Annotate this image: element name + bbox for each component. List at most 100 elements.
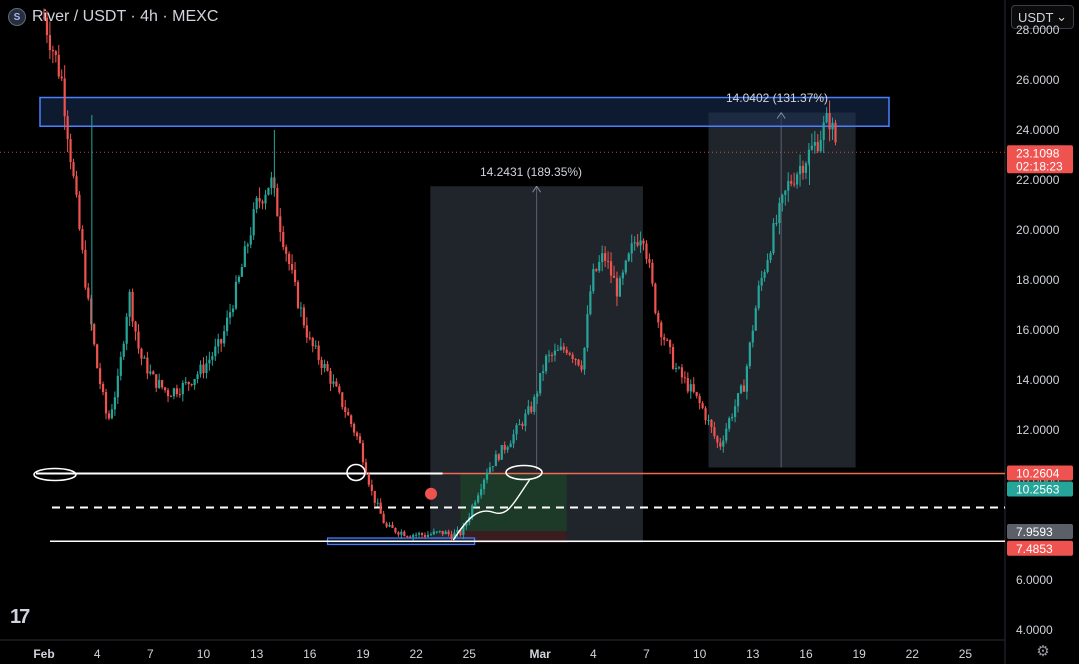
price-axis-label xyxy=(1007,465,1073,481)
candle-body xyxy=(48,35,52,50)
candle-body xyxy=(725,428,728,441)
candle-body xyxy=(819,139,822,152)
candle-body xyxy=(341,392,344,408)
candle-body xyxy=(288,253,291,265)
candle-body xyxy=(78,194,81,230)
candle-body xyxy=(736,393,740,407)
candle-body xyxy=(701,403,704,409)
candle-body xyxy=(521,423,524,426)
candle-body xyxy=(751,330,754,343)
hand-drawn-circle xyxy=(346,463,366,482)
candle-body xyxy=(491,466,495,468)
candle-body xyxy=(586,314,589,348)
candle-body xyxy=(382,513,385,524)
candle-body xyxy=(122,343,125,357)
candle-body xyxy=(196,374,199,380)
candle-body xyxy=(692,384,695,393)
hand-drawn-path xyxy=(452,479,531,541)
candle-body xyxy=(769,253,772,261)
x-axis-tick-label: 10 xyxy=(197,647,211,661)
candle-body xyxy=(285,247,288,254)
settings-gear-icon[interactable]: ⚙ xyxy=(1036,643,1050,660)
candle-body xyxy=(624,260,627,273)
candle-body xyxy=(379,502,382,514)
candle-body xyxy=(255,198,258,210)
candle-body xyxy=(660,322,663,338)
candle-body xyxy=(745,366,748,392)
candle-body xyxy=(544,355,548,372)
candle-body xyxy=(509,443,512,448)
candle-body xyxy=(367,473,370,485)
candle-body xyxy=(533,396,536,412)
candle-body xyxy=(704,408,707,421)
candle-body xyxy=(131,291,134,322)
y-axis-tick-label: 16.0000 xyxy=(1016,323,1060,337)
candle-body xyxy=(388,524,391,527)
candle-body xyxy=(680,367,684,378)
candle-body xyxy=(462,526,465,536)
candle-body xyxy=(606,260,610,262)
candle-body xyxy=(742,385,746,392)
candle-body xyxy=(175,388,178,395)
candle-body xyxy=(146,357,149,374)
candle-body xyxy=(152,371,155,375)
candle-body xyxy=(261,201,264,204)
candle-body xyxy=(400,531,403,535)
candle-body xyxy=(205,363,208,374)
candle-body xyxy=(828,113,831,130)
candle-body xyxy=(420,533,424,536)
candle-body xyxy=(671,347,675,369)
candle-body xyxy=(739,385,743,394)
candle-body xyxy=(710,419,713,428)
candle-body xyxy=(497,454,500,460)
candle-body xyxy=(93,324,96,345)
candle-body xyxy=(657,312,660,323)
price-axis-label-text: 23.1098 xyxy=(1016,146,1060,160)
candle-body xyxy=(149,371,152,374)
price-axis-label-text: 7.9593 xyxy=(1016,525,1053,539)
candle-body xyxy=(237,276,241,282)
candle-body xyxy=(636,242,639,246)
candle-body xyxy=(733,406,737,417)
x-axis-tick-label: 22 xyxy=(409,647,423,661)
y-axis-tick-label: 18.0000 xyxy=(1016,273,1060,287)
candle-body xyxy=(290,264,294,270)
candle-body xyxy=(453,532,456,539)
candle-body xyxy=(763,271,766,278)
candle-body xyxy=(669,340,672,348)
candle-body xyxy=(801,165,805,173)
symbol-title[interactable]: River / USDT · 4h · MEXC xyxy=(32,8,219,25)
candle-body xyxy=(344,407,347,412)
candle-body xyxy=(630,243,633,254)
candle-body xyxy=(775,222,778,224)
candle-body xyxy=(648,259,651,263)
currency-select[interactable]: USDT ⌄ xyxy=(1011,5,1074,29)
arrow-up-icon xyxy=(532,185,542,193)
candle-body xyxy=(568,352,571,355)
candle-body xyxy=(96,344,99,369)
candle-body xyxy=(813,141,816,146)
candle-body xyxy=(450,534,453,539)
candle-body xyxy=(612,275,616,278)
x-axis-tick-label: Mar xyxy=(529,647,551,661)
candle-body xyxy=(125,316,128,344)
range-measure-label: 14.2431 (189.35%) xyxy=(480,165,582,179)
x-axis-tick-label: 7 xyxy=(147,647,154,661)
candle-body xyxy=(683,377,686,379)
candle-body xyxy=(211,356,214,360)
candle-body xyxy=(190,384,193,386)
candle-body xyxy=(412,534,415,537)
candle-body xyxy=(101,383,105,393)
candle-body xyxy=(137,331,140,349)
candle-body xyxy=(143,357,146,359)
candle-body xyxy=(282,231,285,248)
candle-body xyxy=(577,359,580,366)
candle-body xyxy=(296,282,300,308)
candle-body xyxy=(308,337,311,339)
candle-body xyxy=(728,418,731,429)
candle-body xyxy=(193,379,196,386)
candle-body xyxy=(217,339,220,347)
candle-body xyxy=(506,447,509,450)
candle-body xyxy=(494,454,497,467)
